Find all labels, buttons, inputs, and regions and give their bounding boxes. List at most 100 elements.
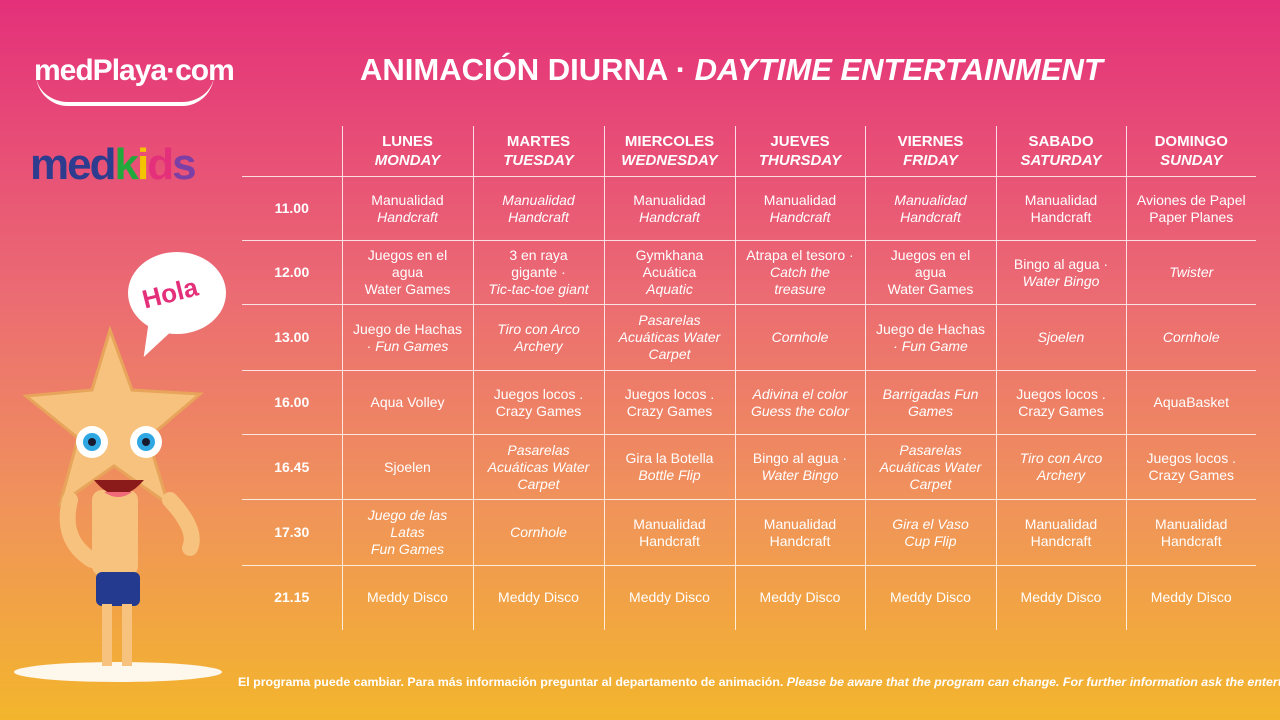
- activity-cell: Juegos locos . Crazy Games: [472, 370, 605, 435]
- activity-cell: Cornhole: [1125, 304, 1256, 371]
- activity-text: Meddy Disco: [1150, 589, 1232, 606]
- title-english: DAYTIME ENTERTAINMENT: [694, 52, 1103, 87]
- medkids-logo-med: med: [30, 140, 116, 189]
- time-slot: 12.00: [242, 240, 343, 305]
- activity-text: Catch the: [770, 264, 830, 280]
- mascot-left-arm: [59, 492, 100, 568]
- activity-cell: Adivina el color Guess the color: [734, 370, 866, 435]
- activity-text: Carpet: [517, 475, 560, 492]
- day-name-english: TUESDAY: [503, 152, 574, 169]
- day-name-english: THURSDAY: [758, 152, 842, 169]
- activity-text: Handcraft: [1030, 532, 1092, 549]
- activity-text: Manualidad: [763, 191, 837, 208]
- footer-note: El programa puede cambiar. Para más info…: [238, 675, 1280, 689]
- schedule-row: 21.15 Meddy Disco Meddy Disco Meddy Disco Me…: [242, 565, 1256, 630]
- activity-text: Tiro con Arco: [1019, 450, 1103, 466]
- activity-text: Handcraft: [769, 208, 831, 225]
- activity-cell: Juego de Hachas · Fun Game: [864, 304, 997, 371]
- activity-text: Crazy Games: [1018, 402, 1104, 419]
- time-slot: 17.30: [242, 499, 343, 566]
- activity-text: Paper Planes: [1149, 208, 1234, 225]
- mascot-shadow: [14, 662, 222, 682]
- activity-text: Water Bingo: [761, 467, 839, 483]
- activity-cell: Gymkhana Acuática Aquatic: [603, 240, 736, 305]
- activity-text: Manualidad: [502, 191, 575, 208]
- activity-text: Bingo al agua ·: [1013, 255, 1109, 272]
- activity-text: Cup Flip: [904, 532, 957, 549]
- activity-text: Pasarelas: [899, 441, 962, 458]
- activity-cell: Aviones de Papel Paper Planes: [1125, 176, 1256, 241]
- activity-text: Handcraft: [639, 532, 700, 549]
- activity-text: Juegos locos .: [493, 385, 584, 402]
- activity-cell: Tiro con Arco Archery: [472, 304, 605, 371]
- activity-text: agua: [391, 264, 424, 280]
- activity-text: Bingo al agua ·: [752, 450, 848, 466]
- activity-cell: Manualidad Handcraft: [341, 176, 474, 241]
- activity-text: Meddy Disco: [629, 589, 710, 606]
- activity-cell: Manualidad Handcraft: [864, 176, 997, 241]
- activity-text: Meddy Disco: [498, 589, 579, 606]
- activity-text: Aqua Volley: [370, 394, 445, 410]
- activity-cell: Manualidad Handcraft: [603, 176, 736, 241]
- activity-cell: Meddy Disco: [472, 565, 605, 630]
- activity-text: Tic-tac-toe giant: [488, 281, 589, 297]
- activity-text: Manualidad: [371, 191, 444, 208]
- day-header-monday: LUNES MONDAY: [341, 126, 474, 177]
- mascot-left-pupil: [88, 438, 96, 446]
- activity-cell: Gira el Vaso Cup Flip: [864, 499, 997, 566]
- activity-cell: Bingo al agua · Water Bingo: [734, 434, 866, 500]
- schedule-header-row: LUNES MONDAY MARTES TUESDAY MIERCOLES WEDNESD…: [242, 126, 1256, 177]
- activity-text: Water Bingo: [1022, 272, 1100, 289]
- activity-text: Handcraft: [900, 208, 961, 225]
- activity-text: Acuáticas Water: [487, 458, 590, 475]
- activity-text: Acuática: [642, 264, 697, 280]
- activity-cell: Juego de las Latas Fun Games: [341, 499, 474, 566]
- day-name-english: FRIDAY: [903, 152, 958, 169]
- activity-cell: Pasarelas Acuáticas Water Carpet: [603, 304, 736, 371]
- activity-cell: Sjoelen: [341, 434, 474, 500]
- day-name-english: SATURDAY: [1020, 152, 1102, 169]
- activity-text: Juegos en el: [890, 247, 971, 263]
- activity-text: 3 en raya: [509, 247, 568, 263]
- activity-cell: Sjoelen: [995, 304, 1127, 371]
- schedule-table: LUNES MONDAY MARTES TUESDAY MIERCOLES WEDNESD…: [242, 126, 1256, 630]
- day-header-tuesday: MARTES TUESDAY: [472, 126, 605, 177]
- activity-cell: Meddy Disco: [734, 565, 866, 630]
- activity-text: Water Games: [887, 281, 974, 297]
- activity-text: Water Games: [364, 281, 451, 297]
- activity-text: Sjoelen: [384, 458, 431, 475]
- activity-cell: Cornhole: [472, 499, 605, 566]
- day-header-wednesday: MIERCOLES WEDNESDAY: [603, 126, 736, 177]
- activity-cell: Meddy Disco: [341, 565, 474, 630]
- footer-spanish: El programa puede cambiar. Para más info…: [238, 675, 787, 689]
- medkids-logo-d: d: [147, 140, 174, 189]
- time-column-header: [242, 126, 343, 177]
- day-header-thursday: JUEVES THURSDAY: [734, 126, 866, 177]
- mascot-torso: [92, 490, 138, 576]
- activity-cell: Juego de Hachas · Fun Games: [341, 304, 474, 371]
- activity-cell: Juegos locos . Crazy Games: [603, 370, 736, 435]
- schedule-row: 17.30 Juego de las Latas Fun Games Cornhole M…: [242, 499, 1256, 566]
- mascot-left-leg: [102, 604, 112, 666]
- mascot-star-body: [22, 325, 204, 508]
- activity-text: Latas: [390, 524, 425, 540]
- activity-text: Barrigadas Fun: [882, 385, 979, 402]
- day-name-english: MONDAY: [374, 152, 441, 169]
- activity-text: Juegos en el: [367, 247, 448, 263]
- activity-cell: Aqua Volley: [341, 370, 474, 435]
- activity-cell: Manualidad Handcraft: [472, 176, 605, 241]
- day-name-spanish: MIERCOLES: [624, 133, 715, 150]
- activity-text: gigante ·: [511, 264, 566, 280]
- activity-text: Acuáticas Water: [879, 458, 982, 475]
- activity-text: Carpet: [648, 346, 691, 362]
- logo-swoosh: [36, 74, 214, 106]
- activity-cell: Manualidad Handcraft: [995, 499, 1127, 566]
- activity-text: Crazy Games: [1148, 467, 1235, 483]
- activity-text: Sjoelen: [1037, 329, 1085, 345]
- activity-text: Handcraft: [377, 208, 438, 225]
- activity-text: Meddy Disco: [759, 589, 841, 606]
- activity-text: · Fun Games: [366, 337, 449, 354]
- activity-text: Manualidad: [894, 191, 967, 208]
- activity-cell: Pasarelas Acuáticas Water Carpet: [864, 434, 997, 500]
- activity-text: Gymkhana: [635, 247, 704, 263]
